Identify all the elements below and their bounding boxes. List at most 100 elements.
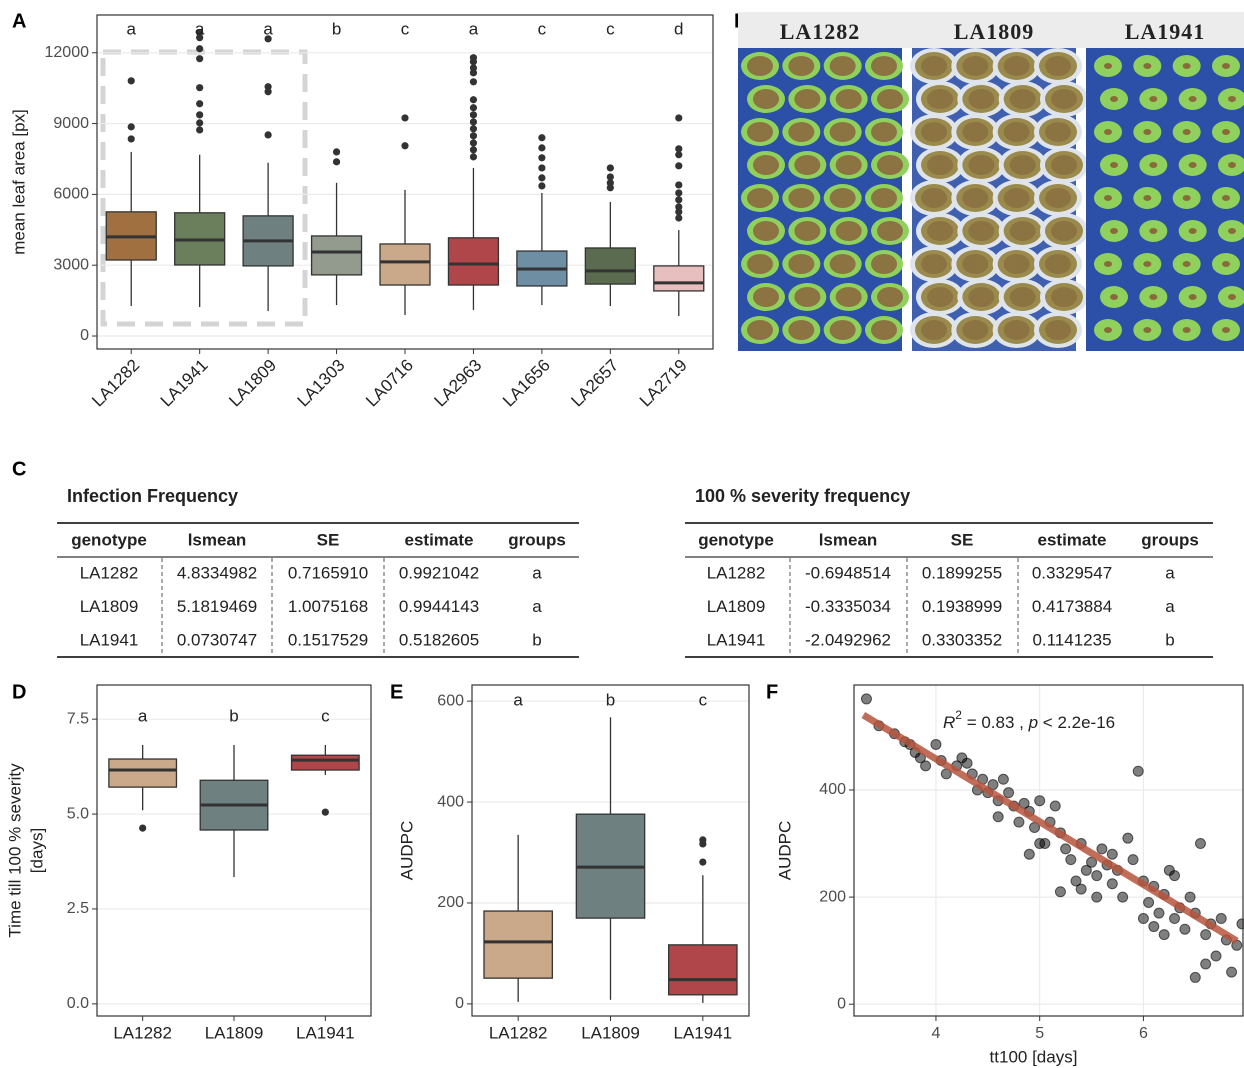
point bbox=[1179, 923, 1191, 935]
y-tick-label: 0 bbox=[455, 995, 464, 1012]
y-tick-label: 5.0 bbox=[67, 805, 89, 822]
outlier bbox=[469, 111, 478, 119]
table-cell: -2.0492962 bbox=[805, 630, 891, 649]
leaf-lesion bbox=[1143, 63, 1152, 69]
point bbox=[1194, 838, 1206, 850]
leaf-lesion bbox=[794, 221, 821, 241]
box bbox=[379, 243, 431, 286]
outlier bbox=[196, 100, 204, 108]
point bbox=[1096, 843, 1108, 855]
outlier bbox=[469, 104, 478, 112]
outlier bbox=[401, 142, 409, 150]
point bbox=[1106, 878, 1118, 890]
y-axis-title: AUDPC bbox=[775, 821, 794, 881]
leaf-lesion bbox=[1045, 254, 1071, 274]
point bbox=[1065, 854, 1077, 866]
leaf-lesion bbox=[1003, 122, 1030, 142]
y-tick-label: 0 bbox=[837, 995, 846, 1012]
highlight-box bbox=[100, 49, 308, 327]
leaf-lesion bbox=[747, 188, 773, 208]
leaf-lesion bbox=[962, 320, 989, 340]
outlier bbox=[264, 35, 272, 43]
x-tick-label: LA1282 bbox=[113, 1023, 172, 1042]
leaf-lesion bbox=[921, 56, 947, 76]
table-cell: LA1282 bbox=[707, 563, 766, 582]
outlier bbox=[675, 208, 683, 216]
y-tick-label: 7.5 bbox=[67, 710, 89, 727]
group-letter: a bbox=[263, 19, 273, 38]
leaf-lesion bbox=[835, 89, 862, 109]
leaf-lesion bbox=[1003, 188, 1030, 208]
panel-label: E bbox=[390, 681, 403, 703]
leaf-lesion bbox=[1110, 162, 1118, 168]
group-letter: a bbox=[513, 690, 523, 709]
leaf-lesion bbox=[877, 221, 903, 241]
table-cell: LA1941 bbox=[707, 630, 766, 649]
outlier bbox=[196, 111, 204, 119]
table-header: estimate bbox=[1038, 530, 1107, 549]
leaf-lesion bbox=[1045, 56, 1071, 76]
outlier bbox=[675, 145, 683, 153]
point bbox=[1236, 918, 1244, 930]
group-letter: b bbox=[229, 706, 238, 725]
table-cell: b bbox=[532, 630, 541, 649]
outlier bbox=[469, 132, 478, 140]
y-tick-label: 200 bbox=[819, 888, 846, 905]
outlier bbox=[196, 126, 204, 134]
leaf-lesion bbox=[968, 155, 995, 175]
group-letter: c bbox=[538, 19, 547, 38]
leaf-lesion bbox=[1149, 162, 1158, 168]
leaf-lesion bbox=[1188, 228, 1197, 234]
leaf-lesion bbox=[1104, 261, 1112, 267]
leaf-lesion bbox=[1003, 320, 1030, 340]
point bbox=[1080, 864, 1092, 876]
point bbox=[992, 811, 1004, 823]
leaf-lesion bbox=[753, 221, 779, 241]
leaf-lesion bbox=[1104, 129, 1112, 135]
leaf-lesion bbox=[747, 122, 773, 142]
box bbox=[290, 754, 360, 771]
outlier bbox=[127, 123, 135, 131]
leaf-lesion bbox=[877, 287, 903, 307]
leaf-lesion bbox=[829, 188, 856, 208]
point bbox=[1013, 816, 1025, 828]
outlier bbox=[469, 78, 478, 86]
outlier bbox=[469, 54, 478, 62]
outlier bbox=[264, 131, 272, 139]
outlier bbox=[469, 125, 478, 133]
box bbox=[483, 910, 553, 979]
panel-label: D bbox=[12, 681, 26, 703]
table-header: estimate bbox=[405, 530, 474, 549]
leaf-lesion bbox=[968, 89, 995, 109]
table-header: lsmean bbox=[819, 530, 878, 549]
leaf-lesion bbox=[747, 254, 773, 274]
outlier bbox=[538, 134, 546, 142]
leaf-lesion bbox=[1149, 228, 1158, 234]
outlier bbox=[196, 29, 204, 37]
leaf-lesion bbox=[753, 155, 779, 175]
box bbox=[310, 235, 363, 276]
outlier bbox=[675, 181, 683, 189]
point bbox=[961, 757, 973, 769]
y-axis-title: [days] bbox=[27, 828, 46, 873]
table-cell: LA1809 bbox=[80, 597, 139, 616]
point bbox=[997, 773, 1009, 785]
table-cell: 0.3303352 bbox=[922, 630, 1002, 649]
leaf-lesion bbox=[1149, 96, 1158, 102]
outlier bbox=[675, 162, 683, 170]
leaf-lesion bbox=[871, 254, 897, 274]
group-letter: c bbox=[401, 19, 410, 38]
point bbox=[1210, 950, 1222, 962]
outlier bbox=[675, 151, 683, 159]
point bbox=[1200, 929, 1212, 941]
fit-line bbox=[861, 711, 1239, 945]
point bbox=[930, 738, 942, 750]
plot-frame bbox=[853, 684, 1244, 1017]
y-tick-label: 3000 bbox=[53, 256, 89, 273]
table-cell: b bbox=[1165, 630, 1174, 649]
photo-label: LA1809 bbox=[954, 19, 1035, 44]
leaf-lesion bbox=[1051, 155, 1077, 175]
outlier bbox=[675, 214, 683, 222]
leaf-lesion bbox=[921, 122, 947, 142]
